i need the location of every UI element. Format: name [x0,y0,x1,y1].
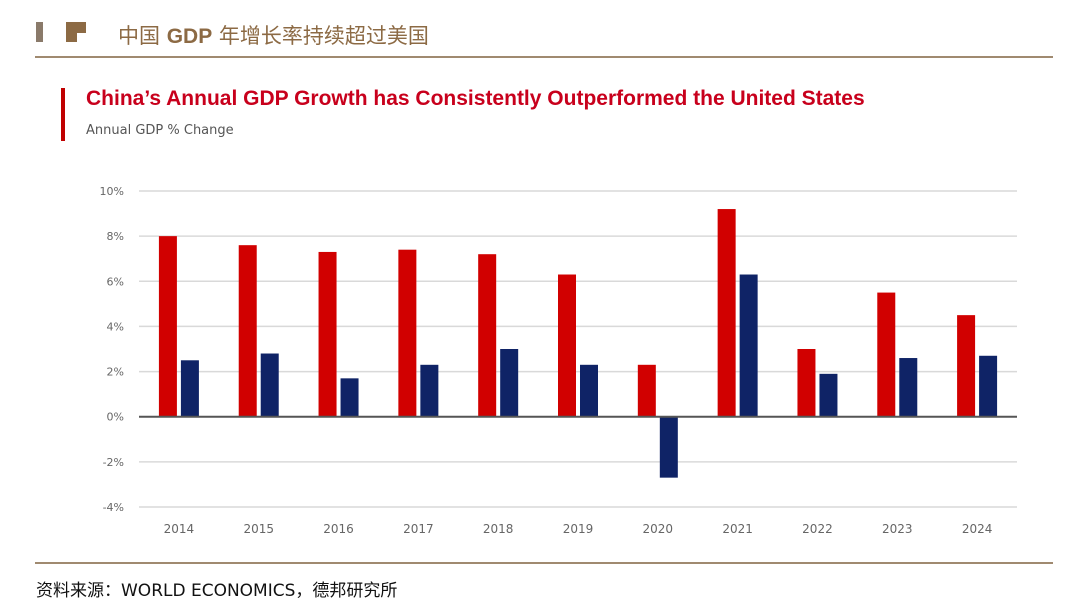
bar-china-2024 [957,315,976,417]
header-divider [35,56,1053,58]
y-tick-label: 10% [100,185,124,198]
bar-us-2019 [580,364,598,417]
x-tick-label: 2021 [722,522,753,536]
bar-china-2018 [478,254,497,417]
source-note: 资料来源：WORLD ECONOMICS，德邦研究所 [36,581,398,601]
y-tick-label: 0% [107,411,124,424]
x-tick-label: 2018 [483,522,514,536]
x-tick-label: 2015 [243,522,274,536]
chart-subtitle: Annual GDP % Change [86,123,234,138]
bar-china-2022 [797,349,816,417]
y-tick-label: 6% [107,275,124,288]
y-tick-label: -2% [103,456,124,469]
logo-bar [36,22,43,42]
x-tick-label: 2017 [403,522,434,536]
x-tick-label: 2024 [962,522,993,536]
x-tick-label: 2023 [882,522,913,536]
y-tick-label: -4% [103,501,124,514]
bar-us-2023 [899,358,918,417]
bar-china-2014 [158,236,177,417]
y-tick-label: 2% [107,366,124,379]
bar-china-2020 [637,364,656,417]
bar-us-2015 [260,353,279,417]
chart-title: China’s Annual GDP Growth has Consistent… [86,87,865,110]
bar-us-2018 [500,349,519,417]
page-header: 中国 GDP 年增长率持续超过美国 [118,24,429,48]
footer-divider [35,562,1053,564]
y-tick-label: 8% [107,230,124,243]
x-tick-label: 2020 [643,522,674,536]
bar-china-2017 [398,249,417,417]
y-tick-label: 4% [107,320,124,333]
logo-mark [66,22,86,42]
bar-china-2016 [318,251,337,417]
title-accent [61,88,65,141]
x-tick-label: 2019 [563,522,594,536]
bar-china-2019 [558,274,576,417]
bar-china-2015 [238,245,257,417]
x-tick-label: 2022 [802,522,833,536]
bar-us-2024 [979,355,998,417]
bar-us-2014 [180,360,199,417]
bar-us-2020 [659,416,678,478]
bar-china-2021 [717,209,736,417]
bar-us-2022 [819,373,838,417]
x-tick-label: 2016 [323,522,354,536]
x-tick-label: 2014 [164,522,195,536]
bar-us-2017 [420,364,439,417]
bar-us-2021 [739,274,758,417]
bar-us-2016 [340,378,359,417]
bar-china-2023 [877,292,896,417]
